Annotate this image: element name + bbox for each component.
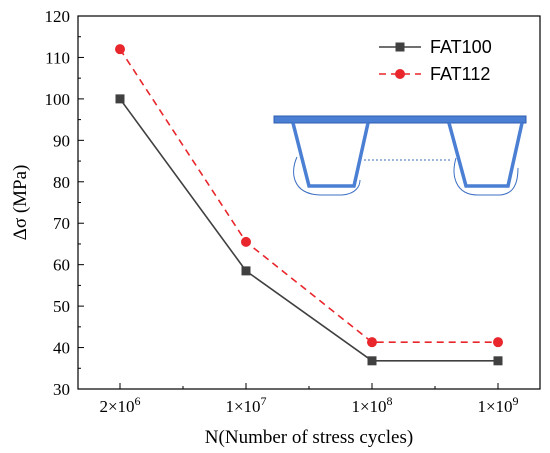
legend: FAT100 FAT112 [379,37,492,84]
detail-outline-left [293,156,361,196]
y-tick-label: 100 [45,90,71,109]
y-axis: 30 40 50 60 70 80 90 100 110 120 [45,7,84,399]
deck-plate [273,115,527,124]
x-axis-title: N(Number of stress cycles) [205,427,413,448]
legend-label-fat100: FAT100 [430,37,492,57]
y-tick-label: 120 [45,7,71,26]
y-tick-label: 90 [53,131,70,150]
legend-marker-fat100 [395,42,405,52]
y-tick-label: 70 [53,214,70,233]
trough-rib-left [291,122,370,188]
trough-rib-right [447,122,524,188]
series [115,44,503,366]
detail-outline-right [453,157,519,196]
bridge-deck-cross-section-icon [273,115,527,196]
series-line-fat100 [119,98,498,362]
x-tick-label: 1×108 [351,394,392,416]
x-tick-label: 1×109 [477,394,518,416]
data-point-fat100 [493,356,503,366]
x-tick-label: 1×107 [225,394,266,416]
data-point-fat100 [115,94,125,104]
data-point-fat100 [367,356,377,366]
data-point-fat112 [367,337,377,348]
y-axis-title: Δσ (MPa) [10,165,31,241]
y-tick-label: 80 [53,173,70,192]
y-tick-label: 50 [53,297,70,316]
data-point-fat112 [115,44,125,55]
data-point-fat112 [241,236,251,247]
y-tick-label: 40 [53,339,70,358]
legend-label-fat112: FAT112 [430,64,490,84]
data-point-fat112 [493,337,503,348]
y-tick-label: 110 [45,48,70,67]
x-axis: 2×106 1×107 1×108 1×109 [99,383,519,416]
series-line-fat112 [119,48,498,343]
y-tick-label: 60 [53,256,70,275]
legend-marker-fat112 [395,69,405,79]
x-tick-label: 2×106 [99,394,140,416]
y-tick-label: 30 [53,380,70,399]
data-point-fat100 [241,266,251,276]
